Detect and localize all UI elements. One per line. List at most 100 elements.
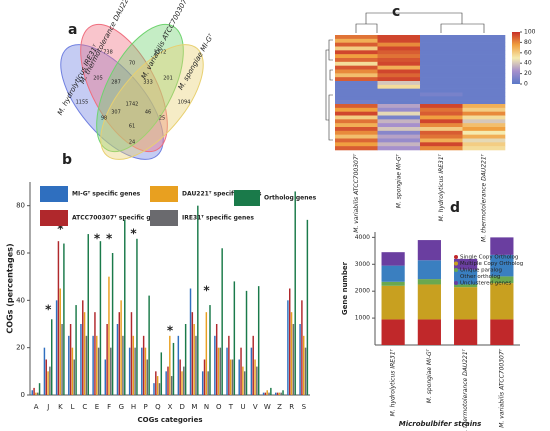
- heat-cell: [335, 35, 378, 40]
- heat-cell: [377, 130, 421, 135]
- venn-set: [100, 44, 204, 160]
- panel-label: a: [68, 22, 77, 38]
- heat-cell: [335, 61, 378, 66]
- heat-cell: [335, 107, 378, 112]
- heat-cell: [335, 142, 378, 147]
- bar: [87, 234, 89, 395]
- bar: [282, 390, 284, 395]
- heat-cell: [462, 142, 506, 147]
- bar: [275, 392, 277, 395]
- bar: [219, 347, 222, 395]
- bar: [128, 347, 131, 395]
- x-tick-label: H: [131, 403, 136, 411]
- bar: [156, 376, 159, 395]
- heat-cell: [420, 100, 463, 105]
- bar: [264, 392, 267, 395]
- venn-count: 70: [129, 61, 135, 67]
- bar: [193, 324, 195, 395]
- heat-cell: [377, 54, 421, 59]
- bar: [106, 324, 108, 395]
- heat-cell: [462, 46, 506, 51]
- x-tick-label: Z: [277, 403, 282, 411]
- x-tick-label: M. spongiae MI-Gᵀ: [426, 348, 433, 403]
- heat-cell: [462, 61, 506, 66]
- bar-segment: [454, 287, 478, 320]
- heat-cell: [462, 92, 506, 97]
- heat-cell: [420, 73, 463, 78]
- venn-count: 287: [111, 80, 121, 86]
- annotation: *: [45, 302, 52, 316]
- bar: [43, 347, 46, 395]
- venn-count: 738: [103, 50, 113, 56]
- heat-cell: [335, 50, 378, 55]
- bar: [290, 312, 293, 395]
- heat-cell: [420, 61, 463, 66]
- bar: [240, 347, 242, 395]
- heat-cell: [335, 73, 378, 78]
- bar-segment: [490, 254, 514, 277]
- bar: [120, 300, 122, 395]
- x-tick-label: V: [253, 403, 258, 411]
- legend-swatch: [40, 186, 68, 202]
- heat-cell: [420, 58, 463, 63]
- heat-cell: [335, 46, 378, 51]
- bar: [158, 383, 161, 395]
- bar: [142, 335, 145, 395]
- dendrogram-left: [325, 39, 333, 141]
- bar: [294, 191, 296, 395]
- colorbar-tick-label: 80: [524, 39, 532, 46]
- heat-cell: [462, 65, 506, 70]
- heat-cell: [420, 123, 463, 128]
- legend-swatch: [454, 268, 458, 272]
- y-tick-label: 20: [16, 344, 25, 352]
- heat-cell: [462, 38, 506, 43]
- y-tick-label: 2000: [355, 288, 370, 295]
- venn-count: 1155: [76, 100, 89, 106]
- venn-count: 1742: [126, 102, 139, 108]
- bar: [83, 312, 86, 395]
- bar: [132, 335, 135, 395]
- bar: [197, 205, 199, 395]
- colorbar-tick-label: 20: [524, 70, 532, 77]
- legend-label: Other ortholog: [460, 274, 500, 280]
- heat-cell: [462, 77, 506, 82]
- heat-cell: [335, 81, 378, 86]
- bar: [238, 359, 240, 395]
- dendrogram-top: [355, 12, 485, 33]
- bar: [51, 319, 53, 395]
- heat-cell: [420, 46, 463, 51]
- x-tick-label: A: [34, 403, 39, 411]
- bar: [201, 371, 204, 395]
- legend-swatch: [454, 281, 458, 285]
- bar: [170, 376, 173, 395]
- colorbar-tick-label: 0: [524, 81, 528, 88]
- legend-swatch: [454, 261, 458, 266]
- bar-segment: [490, 319, 514, 345]
- panel-label: b: [62, 152, 72, 168]
- x-axis-title: COGs categories: [138, 416, 203, 424]
- bar: [203, 359, 206, 395]
- heat-cell: [377, 123, 421, 128]
- bar: [75, 305, 77, 395]
- heat-cell: [377, 81, 421, 86]
- heat-cell: [462, 146, 506, 151]
- bar: [209, 305, 211, 395]
- x-tick-label: R: [289, 403, 294, 411]
- bar: [47, 371, 49, 395]
- legend-swatch: [454, 274, 458, 279]
- bar: [49, 366, 51, 395]
- venn-count: 98: [101, 116, 107, 122]
- heat-cell: [420, 130, 463, 135]
- heat-cell: [377, 69, 421, 74]
- heat-cell: [462, 73, 506, 78]
- heat-cell: [377, 142, 421, 147]
- bar: [242, 366, 244, 395]
- venn-count: 1272: [154, 50, 167, 56]
- bar: [191, 312, 194, 395]
- bar: [215, 324, 218, 395]
- heat-cell: [377, 88, 421, 93]
- column-label: M. spongiae MI-Gᵀ: [395, 153, 402, 208]
- legend-label: DAU221ᵀ specific genes: [182, 191, 262, 198]
- bar-segment: [417, 240, 441, 261]
- bar: [189, 288, 192, 395]
